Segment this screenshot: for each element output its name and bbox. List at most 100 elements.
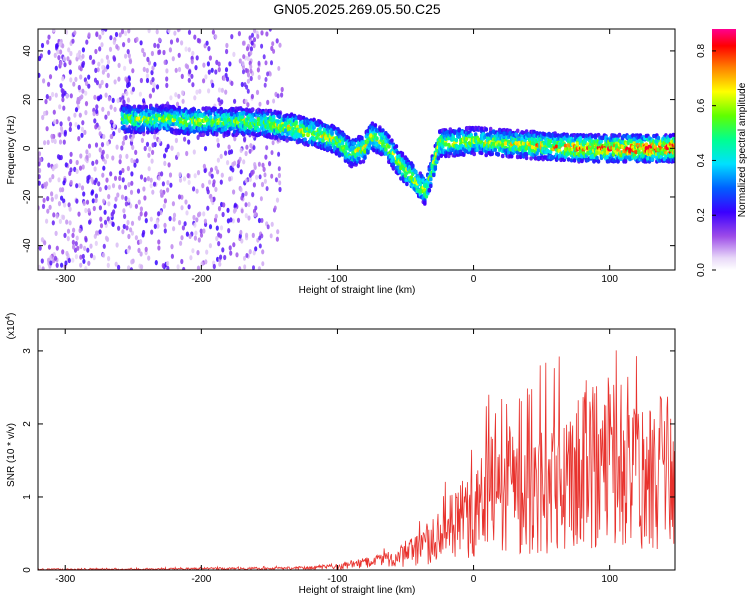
spectrogram-cell — [162, 203, 166, 209]
colorbar-label: Normalized spectral amplitude — [737, 82, 748, 217]
spectrogram-cell — [170, 253, 174, 259]
spectrogram-cell — [113, 203, 117, 209]
spectrogram-cell — [232, 189, 236, 195]
spectrogram-cell — [141, 47, 145, 54]
spectrogram-cell — [91, 160, 95, 166]
spectrogram-cell — [217, 97, 221, 103]
spectrogram-cell — [165, 68, 169, 74]
spectrogram-cell — [104, 185, 108, 191]
spectrogram-cell — [109, 133, 113, 140]
spectrogram-cell — [106, 110, 111, 116]
spectrogram-cell — [62, 105, 66, 111]
spectrogram-cell — [60, 129, 64, 135]
spectrogram-cell — [187, 47, 191, 53]
spectrogram-cell — [363, 149, 367, 154]
spectrogram-cell — [196, 170, 201, 176]
spectrogram-cell — [74, 76, 78, 82]
spectrogram-cell — [613, 133, 617, 138]
spectrogram-cell — [207, 69, 211, 75]
spectrogram-cell — [222, 75, 226, 81]
spectrogram-cell — [61, 249, 65, 255]
spectrogram-cell — [147, 255, 151, 261]
spectrogram-cell — [252, 37, 257, 43]
spectrogram-cell — [124, 53, 128, 59]
spectrogram-cell — [202, 228, 206, 234]
spectrogram-cell — [488, 126, 493, 132]
spectrogram-cell — [51, 174, 55, 180]
spectrogram-cell — [114, 31, 119, 38]
spectrogram-cell — [177, 194, 182, 200]
spectrogram-cell — [120, 145, 124, 151]
spectrogram-cell — [132, 104, 137, 109]
spectrogram-cell — [207, 106, 211, 111]
spectrogram-cell — [150, 158, 154, 164]
spectrogram-cell — [173, 30, 177, 36]
spectrogram-cell — [75, 168, 79, 174]
spectrogram-cell — [51, 220, 55, 226]
spectrogram-cell — [270, 221, 274, 227]
spectrogram-cell — [232, 242, 236, 248]
spectrogram-cell — [73, 30, 77, 36]
spectrogram-ytick-label: 40 — [22, 45, 33, 57]
spectrogram-cell — [168, 216, 172, 222]
spectrogram-cell — [67, 202, 71, 208]
spectrogram-cell — [180, 258, 184, 265]
spectrogram-cell — [201, 106, 205, 111]
spectrogram-cell — [252, 250, 256, 256]
spectrogram-cell — [157, 245, 161, 251]
spectrogram-cell — [157, 138, 161, 144]
spectrogram-cell — [131, 68, 135, 74]
spectrogram-cell — [429, 177, 433, 182]
spectrogram-cell — [80, 126, 84, 132]
spectrogram-cell — [46, 39, 50, 45]
snr-xtick-label: -100 — [327, 574, 347, 585]
spectrogram-cell — [517, 137, 521, 142]
spectrogram-cell — [155, 29, 159, 35]
spectrogram-cell — [137, 109, 141, 114]
spectrogram-cell — [48, 95, 52, 101]
spectrogram-cell — [215, 225, 219, 231]
spectrogram-cell — [144, 108, 149, 113]
colorbar-gradient — [712, 29, 736, 270]
spectrogram-cell — [181, 98, 185, 104]
spectrogram-cell — [68, 121, 73, 127]
spectrogram-cell — [208, 179, 212, 185]
spectrogram-cell — [62, 180, 66, 186]
spectrogram-cell — [282, 117, 286, 123]
spectrogram-cell — [124, 201, 128, 207]
spectrogram-cell — [67, 47, 71, 53]
spectrogram-cell — [634, 155, 638, 161]
spectrogram-cell — [192, 107, 197, 112]
spectrogram-cell — [142, 51, 146, 58]
spectrogram-cell — [55, 213, 59, 219]
spectrogram-cell — [479, 126, 484, 131]
spectrogram-cell — [162, 49, 166, 56]
spectrogram-cell — [165, 82, 169, 88]
spectrogram-cell — [188, 69, 192, 75]
spectrogram-cell — [177, 66, 182, 73]
spectrogram-cell — [285, 138, 289, 143]
spectrogram-cell — [124, 30, 128, 36]
spectrogram-cell — [387, 134, 391, 139]
spectrogram-cell — [212, 182, 216, 188]
spectrogram-cell — [191, 248, 195, 254]
spectrogram-cell — [357, 156, 361, 161]
spectrogram-cell — [74, 107, 79, 113]
spectrogram-cell — [260, 218, 264, 223]
spectrogram-cell — [68, 220, 72, 226]
spectrogram-cell — [205, 249, 209, 255]
spectrogram-cell — [209, 167, 214, 173]
spectrogram-cell — [444, 142, 448, 147]
spectrogram-cell — [45, 181, 49, 187]
spectrogram-cell — [137, 215, 141, 221]
spectrogram-cell — [206, 61, 210, 67]
spectrogram-cell — [127, 53, 131, 59]
spectrogram-cell — [171, 56, 175, 62]
spectrogram-cell — [124, 195, 128, 202]
spectrogram-cell — [108, 46, 113, 52]
spectrogram-cell — [84, 101, 89, 107]
spectrogram-cell — [101, 29, 105, 36]
spectrogram-cell — [249, 64, 253, 70]
spectrogram-cell — [145, 77, 150, 84]
spectrogram-cell — [223, 254, 227, 261]
